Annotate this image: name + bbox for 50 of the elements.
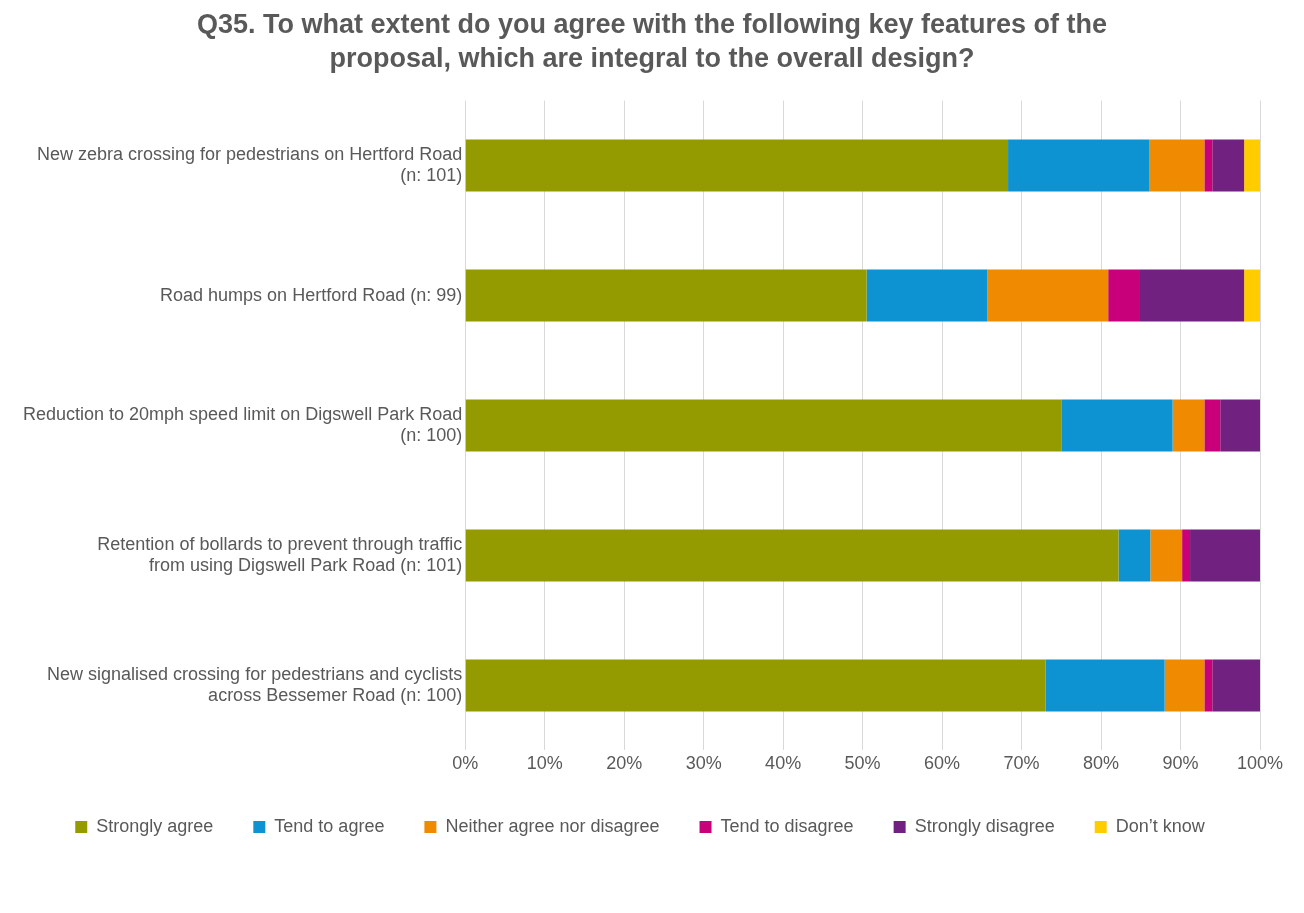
bar <box>1190 528 1260 581</box>
bar <box>465 139 1009 192</box>
bar <box>465 399 1062 451</box>
bar <box>1244 139 1260 192</box>
x-tick-label: 80% <box>1083 752 1120 773</box>
bar <box>1108 269 1140 322</box>
bar <box>1139 269 1245 322</box>
y-tick-label: Reduction to 20mph speed limit on Digswell Park Road (n: 100) <box>22 403 463 445</box>
bar <box>465 658 1046 711</box>
y-tick-label: New zebra crossing for pedestrians on Hertford Road (n: 101) <box>37 143 463 185</box>
x-tick-label: 40% <box>765 752 802 773</box>
bar <box>465 269 867 322</box>
legend-label: Strongly disagree <box>914 815 1055 836</box>
bar <box>1164 658 1205 711</box>
bar <box>1061 399 1173 451</box>
bar <box>1204 399 1221 451</box>
x-tick-label: 90% <box>1162 752 1199 773</box>
chart-title: Q35. To what extent do you agree with the following key features of the proposal, which are integral to the overall design? <box>195 8 1109 75</box>
bar <box>1045 658 1165 711</box>
x-tick-label: 60% <box>924 752 961 773</box>
bar <box>1149 139 1205 192</box>
bar <box>987 269 1109 322</box>
x-tick-label: 70% <box>1003 752 1040 773</box>
legend-label: Neither agree nor disagree <box>445 815 660 836</box>
bar <box>465 528 1119 581</box>
legend-label: Don’t know <box>1115 815 1206 836</box>
y-tick-label: Retention of bollards to prevent through traffic from using Digswell Park Road (n: 101) <box>97 533 463 575</box>
bar <box>1182 528 1191 581</box>
legend-label: Tend to disagree <box>720 815 854 836</box>
x-tick-label: 50% <box>844 752 881 773</box>
x-tick-label: 100% <box>1236 752 1284 773</box>
bar <box>1150 528 1183 581</box>
x-tick-label: 20% <box>606 752 643 773</box>
bar <box>1212 139 1245 192</box>
bar <box>866 269 988 322</box>
bar <box>1244 269 1260 322</box>
x-tick-label: 30% <box>685 752 722 773</box>
bar <box>1008 139 1150 192</box>
y-tick-label: New signalised crossing for pedestrians and cyclists across Bessemer Road (n: 100) <box>47 663 463 705</box>
bar <box>1212 658 1260 711</box>
y-tick-label: Road humps on Hertford Road (n: 99) <box>160 284 463 305</box>
x-tick-label: 10% <box>526 752 563 773</box>
bar <box>1204 139 1213 192</box>
bar <box>1220 399 1260 451</box>
bar <box>1172 399 1205 451</box>
legend-label: Tend to agree <box>274 815 385 836</box>
bar <box>1204 658 1213 711</box>
bar <box>1118 528 1151 581</box>
legend-label: Strongly agree <box>96 815 214 836</box>
x-tick-label: 0% <box>452 752 479 773</box>
